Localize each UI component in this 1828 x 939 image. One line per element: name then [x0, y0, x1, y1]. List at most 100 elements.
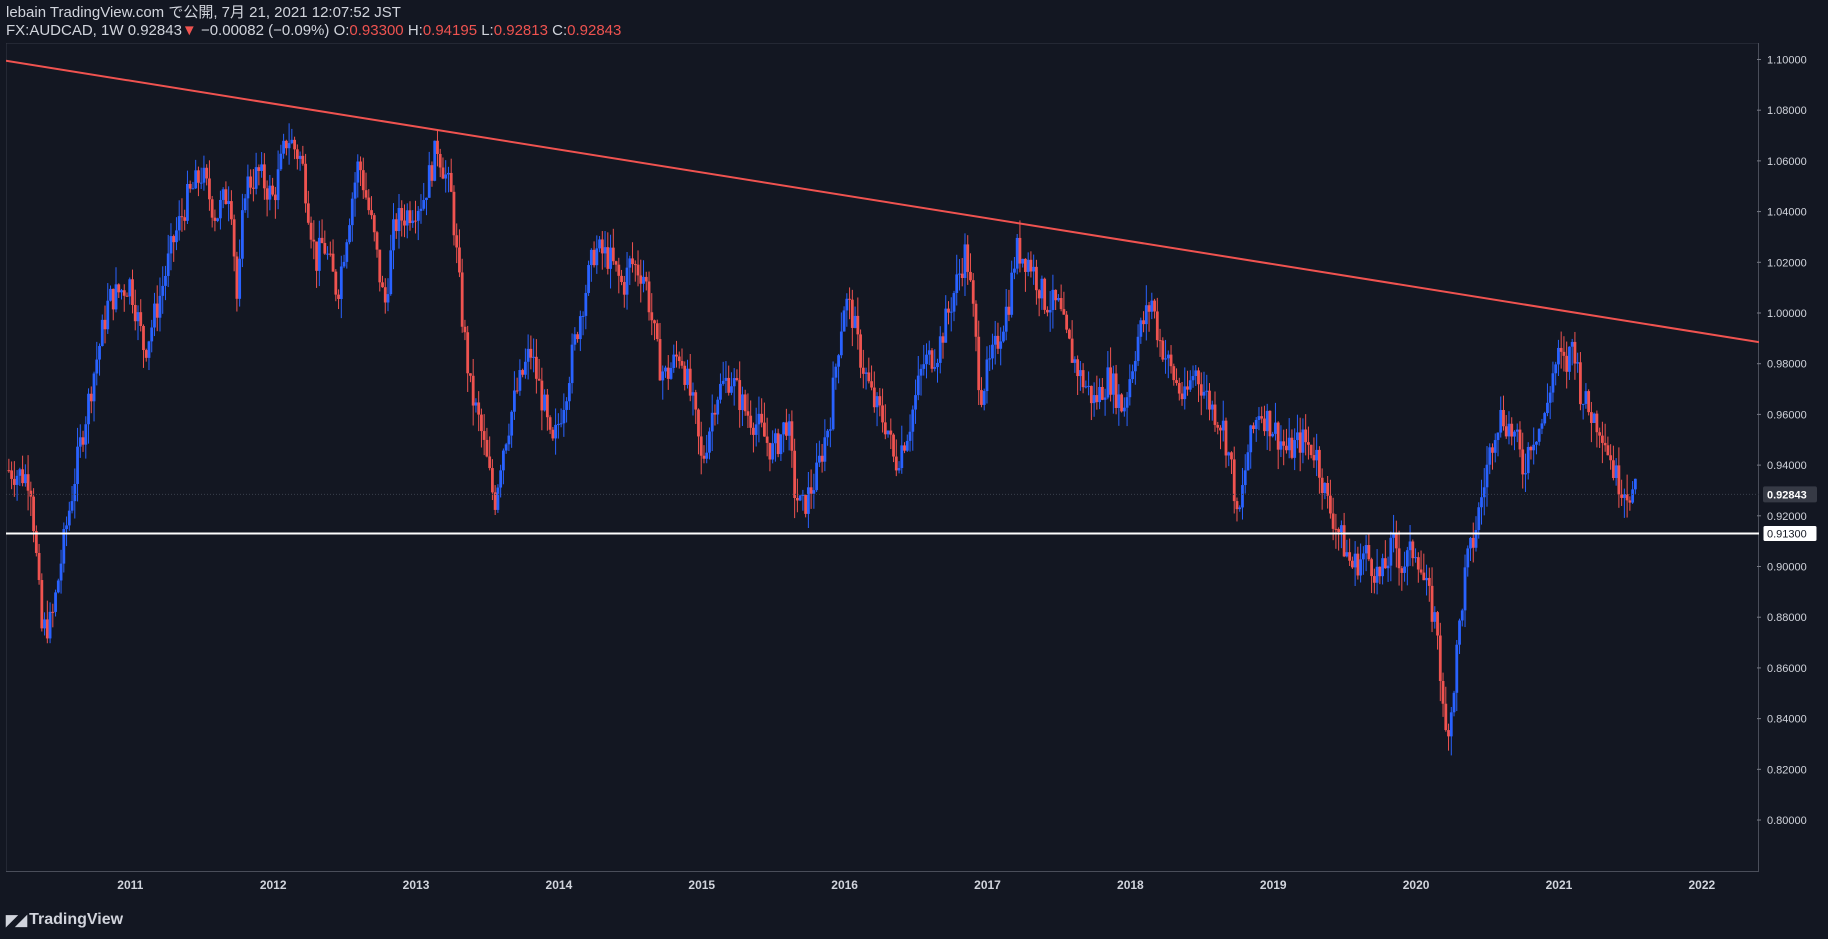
candle-body	[1345, 552, 1349, 557]
price-axis-svg[interactable]: 1.10000 1.08000 1.06000 1.04000 1.02000 1.000…	[1757, 43, 1828, 872]
candle-body	[425, 197, 428, 201]
chart-pane[interactable]	[5, 42, 1760, 872]
candle-body	[856, 315, 860, 335]
price-tick-label: 1.06000	[1767, 156, 1807, 168]
candle-body	[1620, 494, 1624, 498]
candle-body	[1103, 397, 1107, 400]
candle-body	[1397, 548, 1401, 569]
candle-body	[1257, 416, 1261, 421]
close-value: 0.92843	[567, 22, 622, 39]
candle-body	[1131, 371, 1134, 380]
candle-body	[1186, 386, 1189, 390]
candle-body	[155, 303, 159, 318]
candle-body	[1015, 237, 1019, 269]
candle-body	[48, 611, 52, 639]
candle-body	[433, 140, 437, 181]
candle-body	[400, 208, 404, 221]
candle-body	[842, 310, 846, 332]
price-chart[interactable]	[5, 42, 1760, 872]
candle-body	[414, 220, 417, 222]
candle-body	[73, 483, 77, 502]
candle-body	[331, 253, 335, 272]
candle-body	[1177, 382, 1181, 394]
candle-body	[54, 592, 57, 612]
candle-body	[1405, 550, 1409, 567]
candle-body	[194, 170, 198, 189]
candle-body	[480, 414, 483, 432]
time-axis[interactable]: 2011 2012 2013 2014 2015 2016 2017 2018 2019 2020…	[6, 872, 1759, 898]
candle-body	[1210, 404, 1214, 410]
candle-body	[254, 167, 258, 189]
candle-body	[974, 303, 978, 337]
candle-body	[570, 344, 574, 384]
candle-body	[1180, 393, 1184, 400]
candle-body	[232, 219, 236, 257]
candle-body	[510, 411, 514, 436]
candle-body	[1493, 440, 1497, 453]
candle-body	[37, 552, 41, 581]
candle-body	[556, 424, 560, 426]
candle-body	[743, 394, 747, 412]
candle-body	[1562, 351, 1566, 356]
candle-body	[540, 380, 544, 411]
candle-body	[617, 264, 621, 276]
tradingview-logo[interactable]: ◤◢ TradingView	[6, 910, 123, 930]
candle-body	[801, 494, 805, 496]
candle-body	[622, 282, 626, 295]
candle-body	[1452, 692, 1456, 713]
candle-body	[642, 276, 645, 284]
candle-body	[1372, 576, 1376, 583]
candle-body	[1191, 376, 1195, 381]
candle-body	[1491, 447, 1494, 453]
price-axis[interactable]: 1.10000 1.08000 1.06000 1.04000 1.02000 1.000…	[1757, 43, 1828, 872]
candle-body	[158, 295, 162, 318]
candle-body	[1581, 403, 1585, 405]
candle-body	[908, 431, 912, 441]
candle-body	[708, 431, 711, 453]
candle-body	[1158, 340, 1162, 342]
candle-body	[1383, 558, 1387, 569]
time-axis-svg[interactable]: 2011 2012 2013 2014 2015 2016 2017 2018 2019 2020…	[6, 872, 1759, 898]
candle-body	[664, 367, 667, 372]
candle-body	[359, 161, 362, 171]
candle-body	[1263, 418, 1266, 432]
candle-body	[265, 188, 269, 200]
candle-body	[576, 334, 579, 340]
ohlc-line: FX:AUDCAD, 1W 0.92843▼ −0.00082 (−0.09%)…	[6, 22, 621, 40]
candle-body	[823, 437, 827, 462]
candle-body	[161, 285, 165, 296]
candle-body	[1403, 566, 1406, 573]
candle-body	[1098, 386, 1102, 403]
candle-body	[389, 250, 393, 295]
candle-body	[834, 366, 838, 378]
candle-body	[515, 390, 519, 392]
candle-body	[727, 377, 731, 393]
candle-body	[1147, 305, 1151, 312]
candle-body	[1155, 311, 1159, 341]
candle-body	[1471, 537, 1475, 548]
candle-body	[1040, 278, 1044, 299]
candle-body	[1125, 397, 1129, 408]
candle-body	[1394, 532, 1398, 549]
candle-body	[1603, 442, 1607, 446]
candle-body	[1037, 290, 1041, 299]
candle-body	[768, 442, 772, 460]
candle-body	[1625, 494, 1629, 501]
candle-body	[686, 368, 689, 385]
candle-body	[1617, 465, 1621, 495]
candle-body	[1535, 441, 1538, 445]
candle-body	[1573, 341, 1577, 364]
candle-body	[18, 469, 22, 476]
candle-body	[941, 336, 945, 343]
candle-body	[1587, 391, 1591, 413]
candle-body	[67, 510, 71, 526]
candle-body	[100, 319, 104, 347]
price-tick-label: 0.84000	[1767, 714, 1807, 726]
candle-body	[405, 210, 409, 226]
resistance-trendline[interactable]	[5, 59, 1760, 344]
candle-body	[1419, 569, 1423, 573]
candle-body	[427, 165, 431, 198]
candle-body	[1364, 545, 1368, 554]
candle-body	[521, 370, 525, 375]
candle-body	[927, 350, 931, 355]
